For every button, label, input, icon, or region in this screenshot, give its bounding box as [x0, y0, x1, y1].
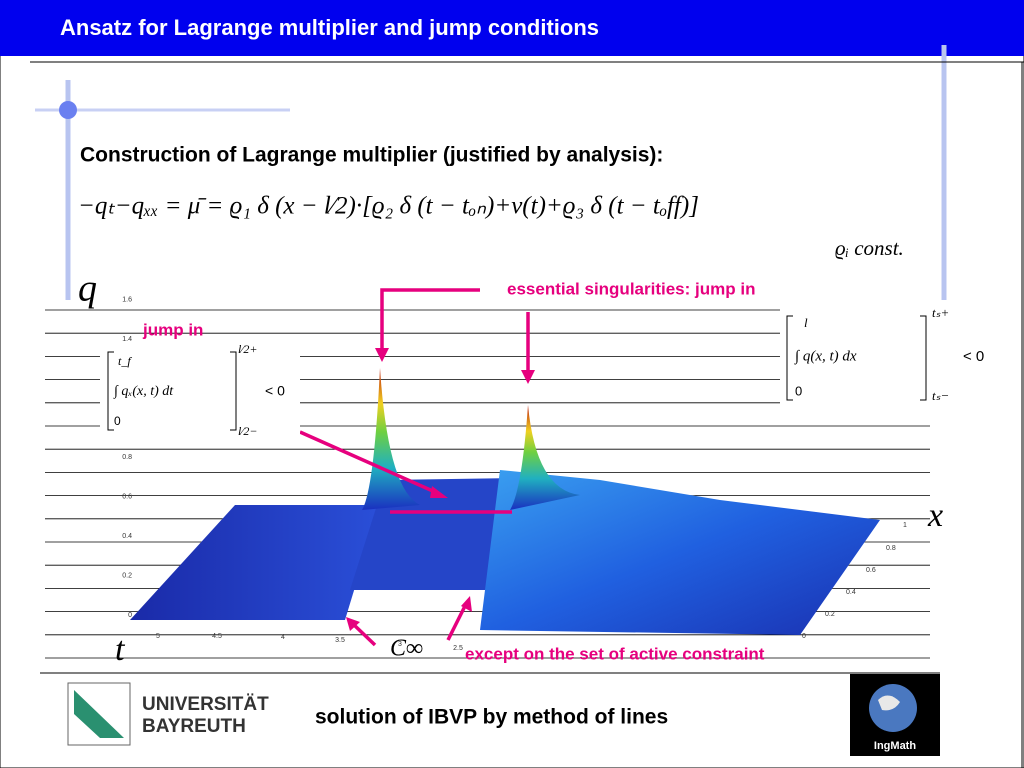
t-tick-label: 3.5	[335, 637, 345, 644]
bracket	[107, 351, 237, 431]
formula-upper: l	[804, 315, 808, 330]
q-tick-label: 0.2	[122, 572, 132, 579]
t-tick-label: 2.5	[453, 645, 463, 652]
arrow	[380, 288, 480, 350]
formula-integrand: ∫ q(x, t) dx	[794, 348, 857, 364]
formula-bg	[780, 300, 1016, 410]
decay-surface	[480, 470, 880, 635]
deco-dot	[59, 101, 77, 119]
peak	[362, 368, 420, 510]
q-tick-label: 0	[128, 612, 132, 619]
uni-logo: UNIVERSITÄT BAYREUTH	[67, 682, 269, 746]
const-note: ϱᵢ const.	[835, 236, 904, 260]
logo-text: IngMath	[874, 740, 916, 752]
arrow	[350, 621, 377, 647]
t-tick-label: 5	[156, 633, 160, 640]
formula-relation: < 0	[963, 348, 984, 365]
axis-label-t: t	[115, 631, 126, 668]
arrowhead	[461, 596, 472, 612]
arrowhead	[521, 370, 535, 384]
peak	[510, 405, 580, 510]
x-tick-label: 1	[903, 522, 907, 529]
university: BAYREUTH	[142, 716, 246, 737]
university: UNIVERSITÄT	[142, 694, 269, 715]
arrow	[446, 603, 468, 641]
formula-left: t_f ∫ qₓ(x, t) dt 0 l⁄2+ l⁄2− < 0	[100, 342, 300, 438]
title: Ansatz for Lagrange multiplier and jump …	[60, 15, 599, 40]
flat-plane	[130, 505, 380, 620]
formula-right: l ∫ q(x, t) dx 0 tₛ+ tₛ− < 0	[780, 300, 1016, 410]
formula-bg	[100, 342, 300, 434]
arrowhead	[430, 486, 448, 498]
formula-bound: tₛ−	[932, 388, 949, 403]
q-tick-label: 1.4	[122, 336, 132, 343]
formula-bound: tₛ+	[932, 305, 949, 320]
q-tick-label: 0.8	[122, 454, 132, 461]
smoothness: C∞	[390, 636, 423, 662]
annotation: jump in	[142, 320, 203, 339]
t-tick-label: 4	[281, 634, 285, 641]
t-tick-label: 3	[398, 641, 402, 648]
q-tick-label: 0.4	[122, 533, 132, 540]
annotation: essential singularities: jump in	[507, 279, 755, 298]
axis-label-x: x	[927, 497, 943, 534]
arrow	[299, 430, 436, 494]
x-tick-label: 0.4	[846, 589, 856, 596]
x-tick-label: 0	[802, 633, 806, 640]
heading: Construction of Lagrange multiplier (jus…	[80, 144, 663, 167]
title-bar	[0, 0, 1024, 56]
bracket	[786, 315, 927, 401]
equation: −qₜ−qₓₓ = μ̄ = ϱ₁ δ (x − l⁄2)·[ϱ₂ δ (t −…	[78, 193, 699, 220]
x-tick-label: 0.8	[886, 545, 896, 552]
caption: solution of IBVP by method of lines	[315, 706, 668, 729]
arrowhead	[375, 348, 389, 362]
q-tick-label: 1.6	[122, 297, 132, 304]
x-tick-label: 0.6	[866, 567, 876, 574]
pink-arrows	[299, 288, 530, 647]
formula-lower: 0	[795, 383, 802, 398]
q-tick-label: 0.6	[122, 494, 132, 501]
surface	[130, 368, 880, 635]
axis-label-q: q	[78, 268, 97, 310]
x-tick-label: 0.2	[825, 611, 835, 618]
t-tick-label: 4.5	[212, 633, 222, 640]
formula-integrand: ∫ qₓ(x, t) dt	[113, 384, 174, 399]
cloud	[878, 695, 900, 711]
formula-relation: < 0	[265, 383, 285, 399]
annotation: except on the set of active constraint	[465, 644, 765, 663]
formula-upper: t_f	[118, 354, 132, 368]
ingmath-logo: IngMath	[850, 674, 940, 756]
formula-lower: 0	[114, 414, 121, 428]
arrowheads	[346, 348, 535, 631]
logo-mark	[74, 690, 124, 738]
formula-bound: l⁄2−	[238, 424, 257, 438]
arrowhead	[346, 617, 360, 631]
formula-bound: l⁄2+	[238, 342, 257, 356]
